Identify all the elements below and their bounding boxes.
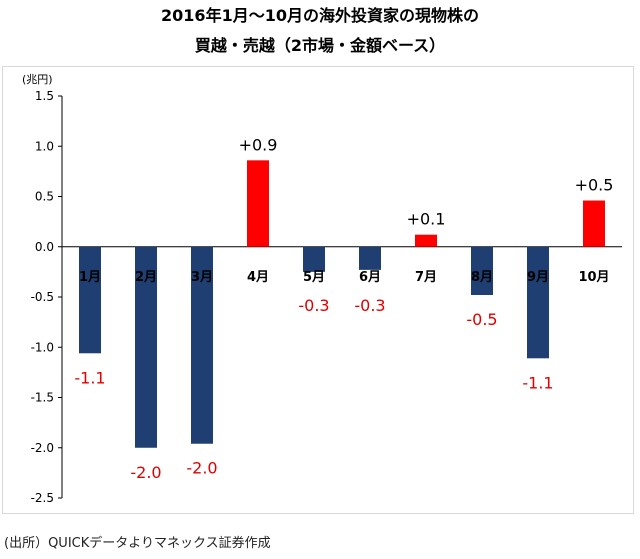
y-tick-label: 1.5 xyxy=(35,89,54,103)
y-tick-label: -0.5 xyxy=(31,290,54,304)
category-label: 3月 xyxy=(191,270,213,285)
category-label: 7月 xyxy=(415,270,437,285)
category-label: 10月 xyxy=(578,270,609,285)
y-tick-label: -2.0 xyxy=(31,441,54,455)
bar-3月 xyxy=(191,246,213,444)
category-label: 9月 xyxy=(527,270,549,285)
bar-9月 xyxy=(527,246,549,359)
category-label: 2月 xyxy=(135,270,157,285)
bar-1月 xyxy=(79,246,101,354)
category-label: 8月 xyxy=(471,270,493,285)
data-label: +0.5 xyxy=(575,176,614,195)
bar-4月 xyxy=(247,160,269,247)
category-label: 4月 xyxy=(247,270,269,285)
y-tick-label: -1.0 xyxy=(31,340,54,354)
chart-title-line1: 2016年1月～10月の海外投資家の現物株の xyxy=(161,6,479,25)
y-tick-label: 0.0 xyxy=(35,240,54,254)
y-tick-label: -2.5 xyxy=(31,491,54,505)
data-label: -0.3 xyxy=(354,296,385,315)
y-axis-unit-label: (兆円) xyxy=(22,73,53,86)
data-label: -0.3 xyxy=(298,296,329,315)
bar-5月 xyxy=(303,246,325,272)
data-label: -1.1 xyxy=(522,373,553,392)
y-tick-label: -1.5 xyxy=(31,391,54,405)
source-note: (出所）QUICKデータよりマネックス証券作成 xyxy=(4,536,271,551)
chart-frame xyxy=(2,66,634,514)
category-label: 5月 xyxy=(303,270,325,285)
data-label: -2.0 xyxy=(130,463,161,482)
y-tick-label: 1.0 xyxy=(35,139,54,153)
bar-8月 xyxy=(471,246,493,295)
data-label: +0.1 xyxy=(407,210,446,229)
category-label: 1月 xyxy=(79,270,101,285)
data-label: -2.0 xyxy=(186,459,217,478)
chart-title-line2: 買越・売越（2市場・金額ベース） xyxy=(194,36,446,55)
data-label: -1.1 xyxy=(74,368,105,387)
bar-7月 xyxy=(415,234,437,247)
data-label: -0.5 xyxy=(466,310,497,329)
bar-chart: (兆円) 1.5 1.0 0.5 0.0 -0.5 -1.0 -1.5 -2.0 -2.5 1月… xyxy=(22,73,622,505)
bar-6月 xyxy=(359,246,381,270)
bar-10月 xyxy=(583,200,605,247)
y-tick-label: 0.5 xyxy=(35,190,54,204)
data-label: +0.9 xyxy=(239,135,278,154)
bar-2月 xyxy=(135,246,157,448)
category-label: 6月 xyxy=(359,270,381,285)
